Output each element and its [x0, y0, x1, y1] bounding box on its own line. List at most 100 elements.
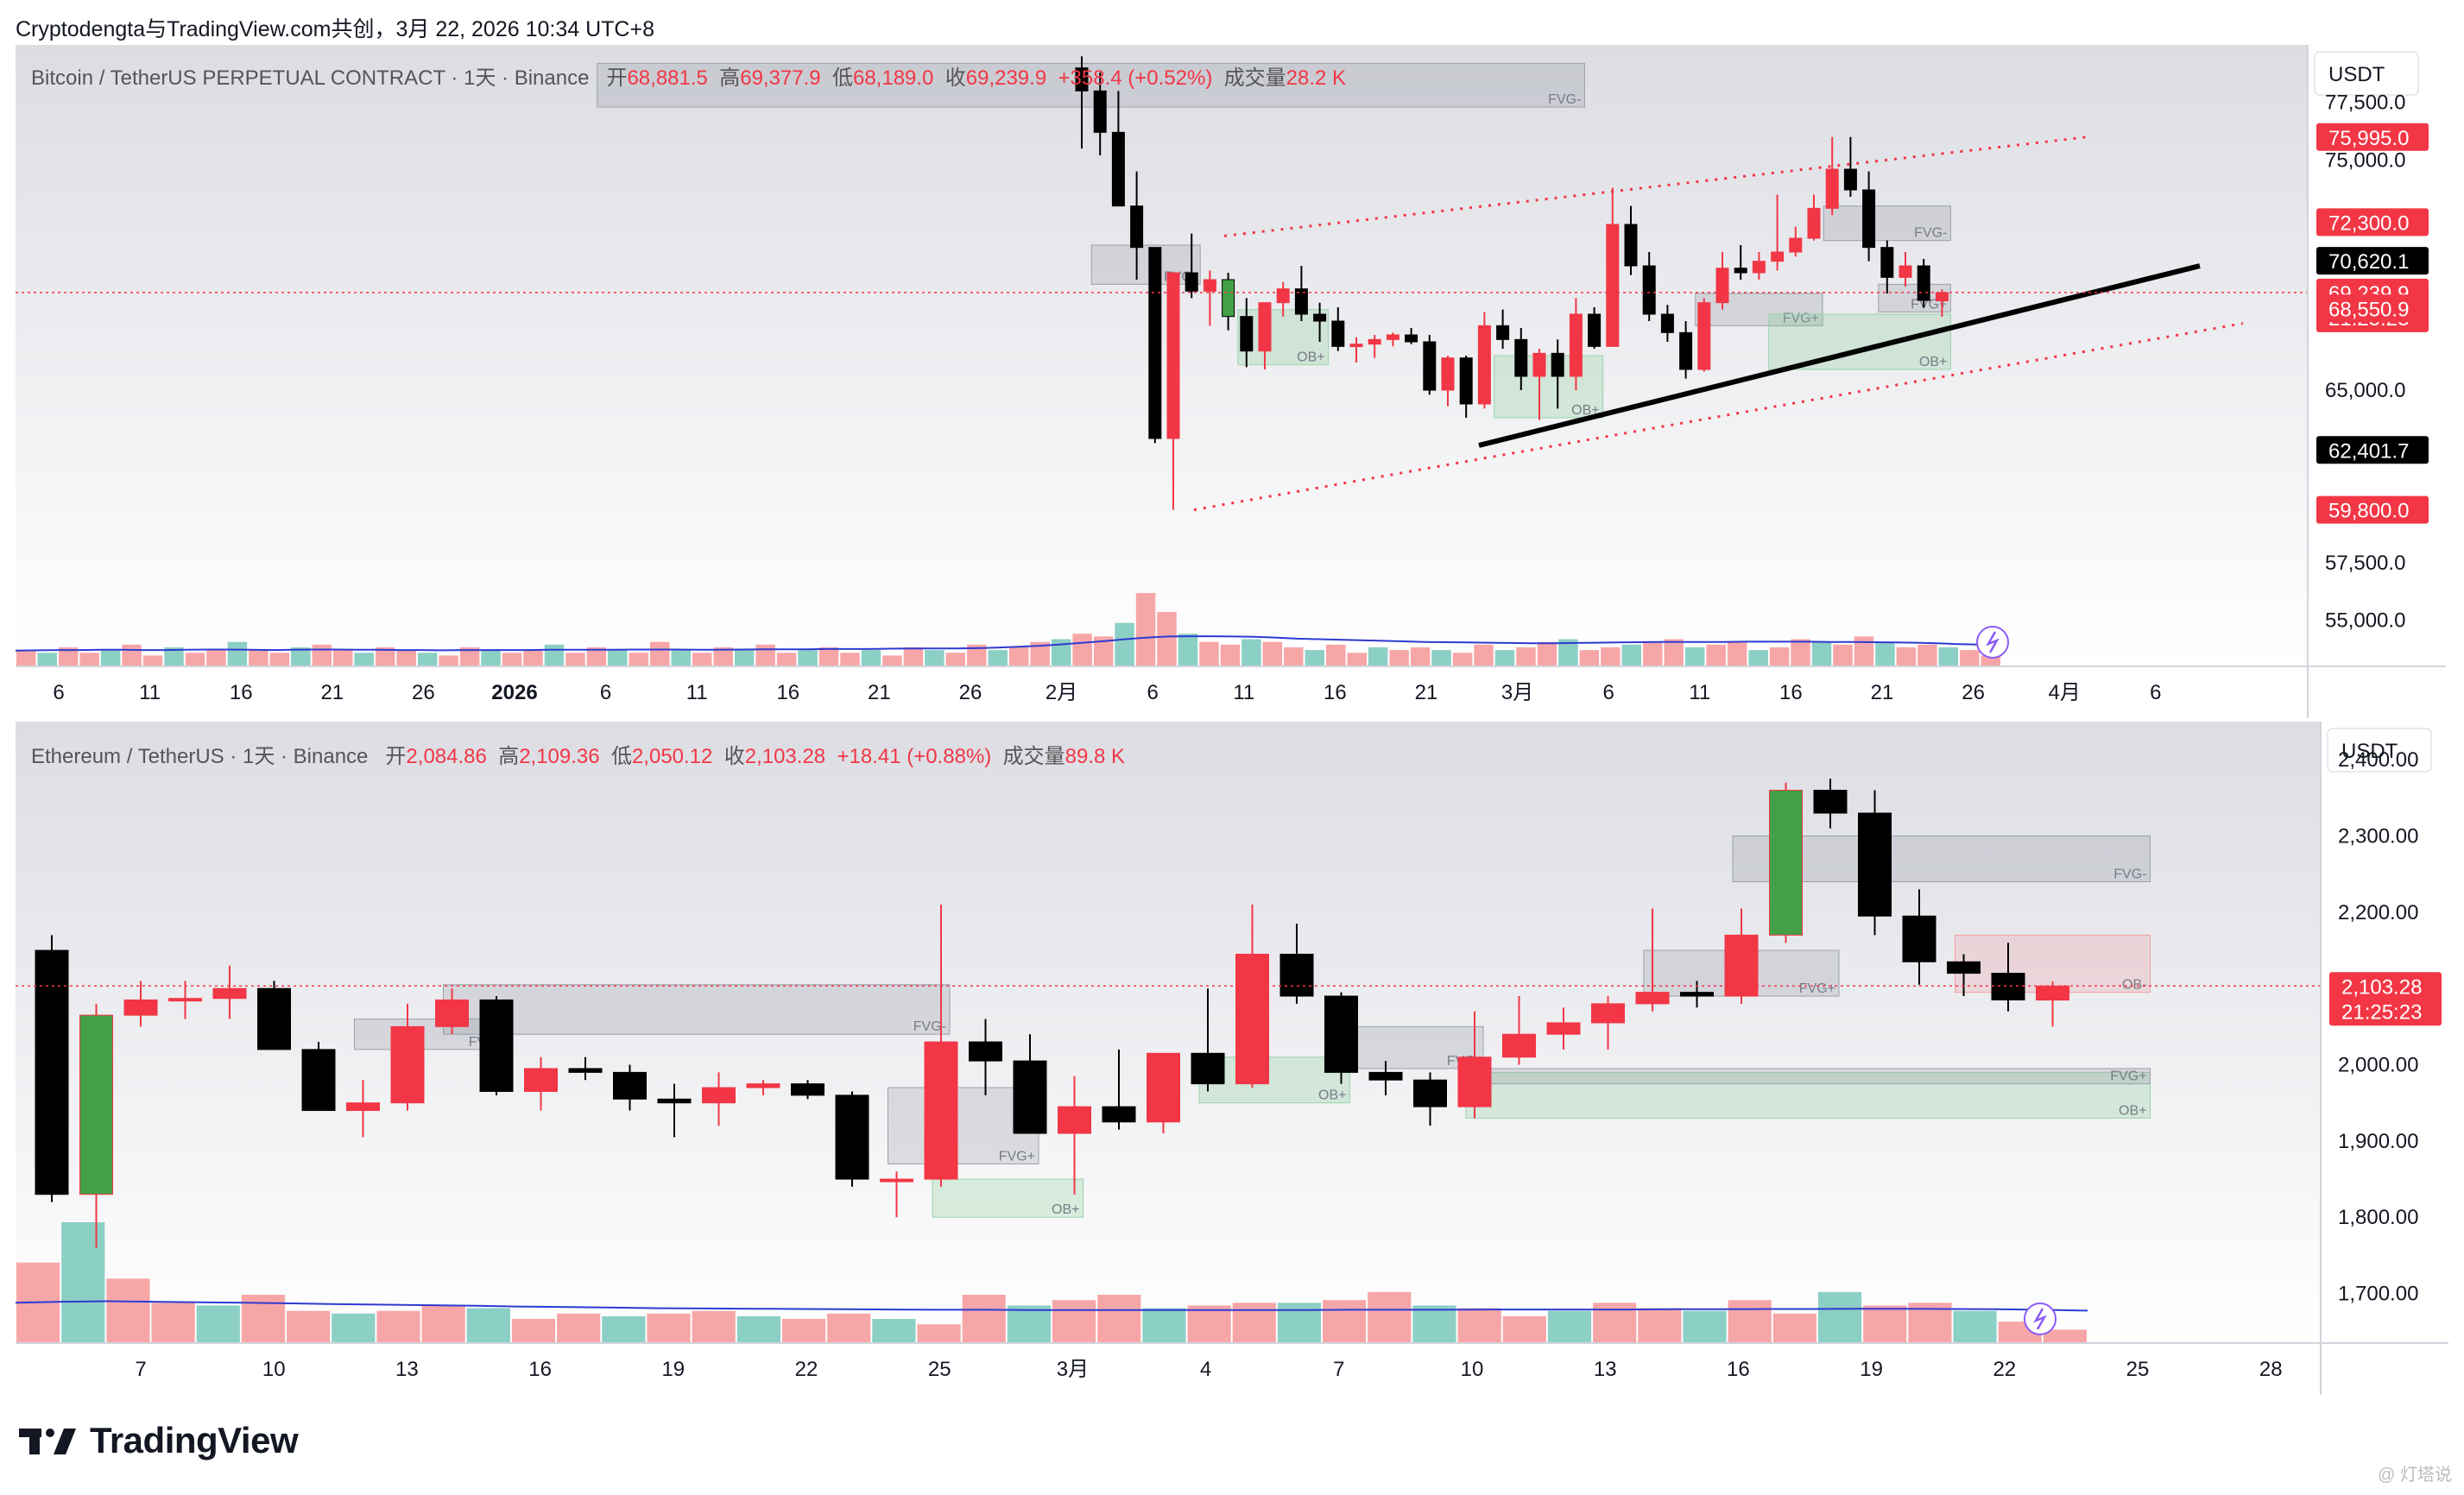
candle-body — [1642, 265, 1656, 315]
x-tick-label: 21 — [1415, 681, 1438, 704]
zone-box — [443, 984, 951, 1035]
candle-body — [1569, 313, 1583, 377]
x-tick-label: 3月 — [1501, 681, 1533, 704]
candle-body — [1947, 961, 1981, 975]
x-tick-label: 13 — [395, 1358, 419, 1381]
volume-bar — [1896, 647, 1917, 666]
candle-body — [1843, 168, 1857, 191]
volume-bar — [164, 647, 184, 666]
zone-label: OB+ — [2119, 1103, 2146, 1118]
candle-body — [35, 949, 69, 1195]
y-tick-label: 1,900.00 — [2338, 1130, 2418, 1153]
candle-body — [1771, 251, 1785, 262]
trend-line — [1478, 263, 2201, 448]
volume-bar — [586, 647, 607, 666]
zone-label: FVG- — [1914, 226, 1947, 241]
candle-body — [79, 1014, 113, 1195]
candle-body — [657, 1098, 692, 1104]
candle-body — [1258, 302, 1272, 352]
volume-bar — [1917, 644, 1937, 666]
candle-body — [1058, 1106, 1091, 1134]
candle-body — [1551, 352, 1564, 377]
eth-chart[interactable]: FVG-FVG-FVG+OB+OB+FVG-OB+FVG+FVG+FVG-OB-… — [15, 722, 2459, 1395]
x-tick-label: 6 — [53, 681, 64, 704]
volume-bar — [1009, 647, 1029, 666]
volume-bar — [439, 655, 458, 666]
price-tag-label: 70,620.1 — [2328, 250, 2409, 274]
btc-chart[interactable]: FVG-FVG-OB+OB+FVG+OB+FVG-FVG+USDT77,500.… — [15, 45, 2448, 718]
x-tick-label: 16 — [1779, 681, 1803, 704]
zone-box — [1768, 313, 1951, 370]
volume-bar — [332, 1313, 376, 1343]
volume-bar — [354, 653, 374, 666]
volume-bar — [565, 653, 585, 666]
x-tick-label: 11 — [1233, 681, 1254, 704]
candle-body — [1368, 338, 1381, 345]
candle-body — [1899, 265, 1912, 278]
x-tick-label: 25 — [928, 1358, 951, 1381]
btc-chart-pane[interactable]: FVG-FVG-OB+OB+FVG+OB+FVG-FVG+USDT77,500.… — [15, 45, 2448, 718]
candle-body — [1235, 953, 1269, 1085]
candle-body — [1222, 279, 1235, 318]
candle-body — [2036, 985, 2069, 1001]
y-tick-label: 65,000.0 — [2325, 379, 2405, 402]
volume-bar — [1007, 1305, 1051, 1343]
zone-label: FVG+ — [2110, 1069, 2146, 1084]
zone-label: FVG+ — [1783, 311, 1819, 325]
candle-body — [702, 1087, 736, 1104]
volume-bar — [1199, 641, 1219, 666]
candle-body — [1075, 67, 1089, 91]
volume-bar — [1791, 639, 1810, 666]
price-tag — [2316, 436, 2429, 464]
x-tick-label: 2月 — [1046, 681, 1077, 704]
price-tag-label: 75,995.0 — [2328, 127, 2409, 150]
candle-body — [1825, 168, 1839, 209]
price-tag — [2316, 123, 2429, 151]
zone-box — [1494, 355, 1604, 419]
volume-bar — [945, 653, 966, 666]
candle-body — [1502, 1033, 1536, 1058]
volume-bar — [511, 1319, 556, 1343]
price-tag-countdown: 21:25:23 — [2341, 1000, 2422, 1024]
zone-box — [1823, 205, 1951, 242]
volume-bar — [755, 644, 775, 666]
volume-bar — [1262, 641, 1283, 666]
volume-bar — [79, 653, 99, 666]
price-tag — [2316, 247, 2429, 275]
x-tick-label: 26 — [1962, 681, 1985, 704]
candle-body — [1130, 205, 1144, 249]
zone-box — [1465, 1071, 2151, 1119]
volume-bar — [1558, 639, 1578, 666]
volume-bar — [692, 653, 712, 666]
y-tick-label: 2,400.00 — [2338, 748, 2418, 772]
volume-bar — [671, 650, 691, 666]
zone-label: OB- — [2122, 978, 2146, 993]
volume-bar — [1833, 644, 1853, 666]
volume-bar — [1547, 1310, 1592, 1343]
tradingview-logo-icon — [19, 1429, 76, 1454]
candle-body — [1624, 224, 1638, 267]
candle-body — [1715, 268, 1729, 304]
volume-bar — [1326, 644, 1346, 666]
candle-body — [435, 999, 469, 1027]
candle-body — [1331, 320, 1345, 347]
btc-open-label: 开 — [606, 66, 628, 90]
volume-bar — [1728, 1300, 1772, 1343]
volume-bar — [1431, 650, 1451, 666]
candle-body — [301, 1049, 336, 1112]
x-tick-label: 16 — [1324, 681, 1347, 704]
volume-bar — [1769, 647, 1790, 666]
volume-bar — [16, 650, 36, 666]
candle-body — [1724, 934, 1759, 997]
candle-body — [1679, 331, 1693, 370]
candle-body — [1459, 357, 1473, 405]
y-tick-label: 1,800.00 — [2338, 1206, 2418, 1229]
volume-bar — [544, 644, 565, 666]
volume-bar — [1157, 612, 1177, 666]
candle-body — [1496, 325, 1510, 340]
x-tick-label: 26 — [959, 681, 982, 704]
eth-chart-pane[interactable]: FVG-FVG-FVG+OB+OB+FVG-OB+FVG+FVG+FVG-OB-… — [15, 722, 2459, 1395]
x-tick-label: 10 — [262, 1358, 286, 1381]
volume-bar — [713, 647, 733, 666]
zone-label: FVG+ — [999, 1149, 1035, 1164]
